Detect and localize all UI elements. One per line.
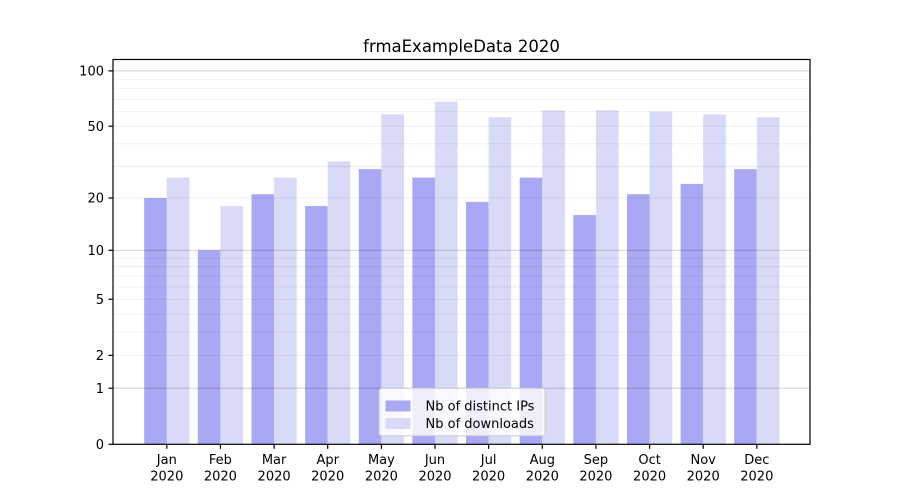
x-tick-label-year: 2020 (526, 470, 559, 485)
x-tick-label-year: 2020 (311, 470, 344, 485)
x-tick-label-year: 2020 (365, 470, 398, 485)
bar-nb-of-distinct-ips-jun (412, 177, 435, 445)
legend-box (378, 387, 546, 437)
x-tick-label-month: Mar (262, 453, 287, 468)
y-tick-label: 5 (96, 293, 104, 308)
x-tick-label-month: Jan (156, 453, 177, 468)
bar-nb-of-downloads-sep (595, 110, 619, 445)
legend-swatch-distinct-ips (385, 400, 411, 412)
bar-nb-of-distinct-ips-apr (305, 206, 328, 445)
bar-nb-of-distinct-ips-mar (251, 194, 275, 445)
bar-nb-of-downloads-nov (703, 114, 726, 445)
bar-nb-of-distinct-ips-oct (627, 194, 650, 445)
x-tick-label-month: May (368, 453, 395, 468)
bar-nb-of-downloads-may (381, 114, 404, 445)
x-tick-label-year: 2020 (472, 470, 505, 485)
bar-nb-of-downloads-mar (274, 177, 297, 445)
y-axis: 0 1 2 5 10 20 50 100 (79, 65, 113, 453)
bar-nb-of-downloads-feb (220, 206, 243, 445)
x-tick-label-year: 2020 (204, 470, 237, 485)
x-tick-label-month: Oct (638, 453, 660, 468)
bar-nb-of-downloads-apr (327, 161, 351, 445)
bar-nb-of-downloads-jul (488, 117, 512, 445)
x-axis: Jan 2020 Feb 2020 Mar 2020 Apr 2020 May 2020 Jun 20… (150, 444, 773, 485)
x-tick-label-year: 2020 (579, 470, 612, 485)
bar-nb-of-distinct-ips-may (358, 169, 382, 445)
bar-nb-of-downloads-oct (649, 111, 673, 445)
bar-nb-of-distinct-ips-feb (197, 250, 221, 445)
legend: Nb of distinct IPs Nb of downloads (378, 387, 546, 437)
y-tick-label: 10 (87, 244, 104, 259)
y-tick-label: 1 (96, 382, 104, 397)
bar-nb-of-downloads-dec (756, 117, 780, 445)
x-tick-label-month: Aug (530, 453, 555, 468)
y-tick-label: 50 (87, 120, 104, 135)
grid-group (113, 70, 810, 389)
x-tick-label-month: Jun (424, 453, 445, 468)
legend-label-downloads: Nb of downloads (426, 417, 535, 432)
x-tick-label-month: Apr (316, 453, 339, 468)
y-tick-label: 20 (87, 192, 104, 207)
x-tick-label-month: Feb (209, 453, 232, 468)
y-tick-label: 2 (96, 349, 104, 364)
x-tick-label-year: 2020 (258, 470, 291, 485)
plot-frame (112, 58, 811, 445)
chart-title: frmaExampleData 2020 (363, 37, 560, 56)
bar-nb-of-distinct-ips-nov (680, 183, 704, 445)
bar-nb-of-distinct-ips-jan (144, 198, 167, 445)
bar-nb-of-distinct-ips-aug (519, 177, 543, 445)
x-tick-label-year: 2020 (633, 470, 666, 485)
x-tick-label-year: 2020 (740, 470, 773, 485)
x-tick-label-year: 2020 (687, 470, 720, 485)
bar-nb-of-distinct-ips-jul (466, 201, 489, 445)
bar-nb-of-downloads-jun (435, 101, 458, 445)
y-tick-label: 0 (96, 438, 104, 453)
bar-nb-of-distinct-ips-sep (573, 215, 596, 445)
bar-nb-of-downloads-aug (542, 110, 565, 445)
x-tick-label-month: Sep (584, 453, 609, 468)
bar-nb-of-downloads-jan (166, 177, 190, 445)
x-tick-label-year: 2020 (150, 470, 183, 485)
legend-swatch-downloads (385, 418, 411, 429)
plot-area: 0 1 2 5 10 20 50 100 Jan 2020 Feb 2020 Mar 2020 Apr 202… (79, 58, 811, 485)
y-tick-label: 100 (79, 65, 104, 80)
bars-group (144, 101, 780, 445)
bar-nb-of-distinct-ips-dec (734, 169, 757, 445)
legend-label-distinct-ips: Nb of distinct IPs (426, 400, 535, 415)
x-tick-label-month: Nov (691, 453, 717, 468)
x-tick-label-year: 2020 (418, 470, 451, 485)
x-tick-label-month: Dec (744, 453, 769, 468)
x-tick-label-month: Jul (480, 453, 497, 468)
